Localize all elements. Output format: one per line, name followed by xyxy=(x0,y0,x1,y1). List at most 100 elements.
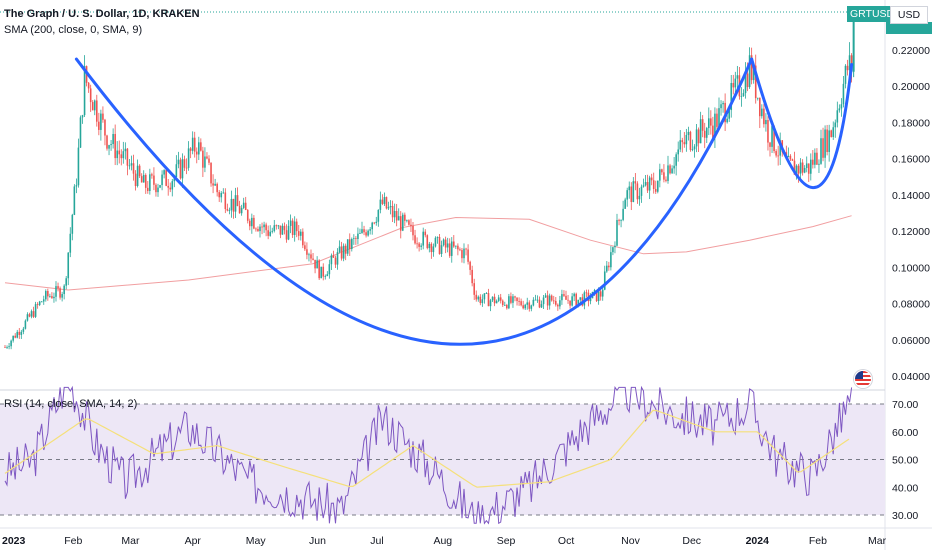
candle-body xyxy=(4,347,6,348)
candle-body xyxy=(47,291,49,297)
candle-body xyxy=(259,226,261,232)
candle-body xyxy=(824,129,826,158)
candle-body xyxy=(765,120,767,125)
candle-body xyxy=(218,192,220,198)
candle-body xyxy=(575,293,577,306)
candle-body xyxy=(603,271,606,290)
candle-body xyxy=(814,152,816,165)
candle-body xyxy=(685,134,688,145)
candle-body xyxy=(542,297,545,305)
candle-body xyxy=(234,195,237,212)
candle-body xyxy=(667,165,669,181)
candle-body xyxy=(71,214,74,234)
candle-body xyxy=(283,225,286,231)
candle-body xyxy=(775,151,777,156)
candle-body xyxy=(83,66,86,116)
candle-body xyxy=(722,102,724,105)
candle-body xyxy=(128,165,131,167)
candle-body xyxy=(630,186,633,203)
candle-body xyxy=(467,249,469,262)
candle-body xyxy=(597,291,600,302)
candle-body xyxy=(369,229,371,231)
candle-body xyxy=(642,185,645,187)
candle-body xyxy=(716,113,718,127)
candle-body xyxy=(67,252,70,279)
candle-body xyxy=(567,299,569,301)
candle-body xyxy=(149,174,151,191)
us-flag-icon[interactable] xyxy=(854,370,872,388)
candle-body xyxy=(465,248,467,250)
candle-body xyxy=(520,301,522,306)
candle-body xyxy=(379,199,382,210)
candle-body xyxy=(620,219,622,221)
candle-body xyxy=(828,130,830,152)
candle-body xyxy=(512,296,514,303)
price-tick-label: 0.18000 xyxy=(892,117,930,129)
candle-body xyxy=(28,314,31,317)
candle-body xyxy=(210,162,212,184)
candle-body xyxy=(561,294,563,301)
candle-body xyxy=(324,276,327,277)
candle-body xyxy=(275,225,278,227)
candle-body xyxy=(187,148,190,168)
candle-body xyxy=(293,221,296,236)
candle-body xyxy=(387,207,390,209)
candle-body xyxy=(810,159,812,174)
candle-body xyxy=(822,138,824,158)
candle-body xyxy=(771,125,773,147)
candle-body xyxy=(222,192,225,194)
candle-body xyxy=(422,231,424,246)
candle-body xyxy=(807,163,810,174)
candle-body xyxy=(836,110,839,123)
candle-body xyxy=(98,121,100,130)
candle-body xyxy=(265,224,267,231)
candle-body xyxy=(491,296,494,301)
candle-body xyxy=(367,230,369,236)
ticker-badge[interactable]: GRTUSD xyxy=(847,6,898,22)
candle-body xyxy=(322,266,325,277)
candle-body xyxy=(677,149,679,155)
candle-body xyxy=(730,82,733,111)
candle-body xyxy=(330,255,333,265)
currency-button[interactable]: USD xyxy=(890,6,928,24)
candle-body xyxy=(812,159,814,165)
candle-body xyxy=(291,220,294,236)
candle-body xyxy=(748,55,751,88)
candle-body xyxy=(773,125,775,152)
candle-body xyxy=(361,229,363,233)
candle-body xyxy=(691,149,694,151)
sma-indicator-label[interactable]: SMA (200, close, 0, SMA, 9) xyxy=(4,24,143,36)
rsi-pane: 70.00 60.00 50.00 40.00 30.00 xyxy=(0,389,918,522)
candle-body xyxy=(344,245,347,254)
candle-body xyxy=(22,328,25,332)
candle-body xyxy=(418,243,420,247)
candle-body xyxy=(75,185,78,187)
candle-body xyxy=(726,118,728,123)
candle-body xyxy=(24,320,27,329)
price-tick-label: 0.10000 xyxy=(892,262,930,274)
rsi-indicator-label[interactable]: RSI (14, close, SMA, 14, 2) xyxy=(4,398,138,410)
candle-body xyxy=(585,292,588,294)
candle-body xyxy=(300,231,302,236)
candle-body xyxy=(832,127,835,137)
candle-body xyxy=(193,137,196,152)
candle-body xyxy=(744,73,747,94)
candle-body xyxy=(746,73,749,88)
candle-body xyxy=(189,148,192,151)
candle-body xyxy=(679,140,682,150)
candle-body xyxy=(546,295,549,306)
candle-body xyxy=(791,159,794,161)
candle-body xyxy=(526,302,529,305)
candle-body xyxy=(455,245,457,247)
candle-body xyxy=(720,104,722,109)
candle-body xyxy=(599,291,602,297)
candle-body xyxy=(10,340,12,347)
candle-body xyxy=(328,264,331,275)
candle-body xyxy=(628,186,631,191)
candle-body xyxy=(287,225,290,240)
candle-body xyxy=(499,297,502,301)
candle-body xyxy=(228,210,231,212)
candle-body xyxy=(236,195,239,207)
candle-body xyxy=(134,173,137,186)
